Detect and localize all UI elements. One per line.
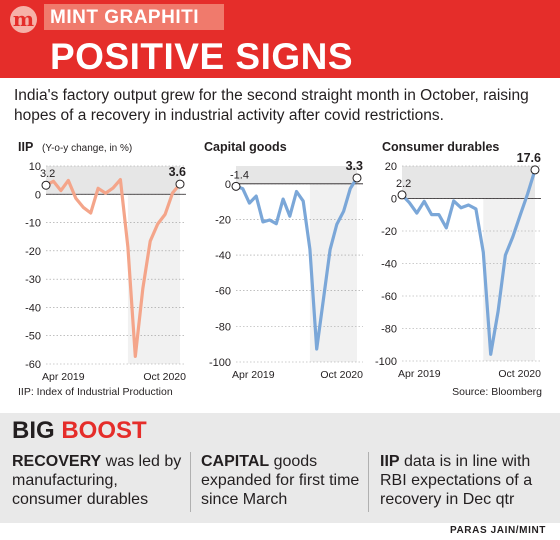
y-tick-label: -20 <box>215 214 231 226</box>
y-tick-label: -20 <box>25 246 41 258</box>
chart-title: Capital goods <box>204 140 287 154</box>
chart-title: IIP <box>18 140 33 154</box>
divider <box>368 452 369 512</box>
y-tick-label: -80 <box>215 321 231 333</box>
series-line <box>400 168 537 356</box>
boost-item-bold: IIP <box>380 453 400 470</box>
data-label: 3.2 <box>40 168 55 180</box>
boost-title-part2: BOOST <box>61 417 147 444</box>
boost-item-capital: CAPITAL goods expanded for first time si… <box>201 452 371 509</box>
x-tick-label: Apr 2019 <box>398 368 441 380</box>
boost-title: BIG BOOST <box>12 417 147 445</box>
y-tick-label: -60 <box>215 286 231 298</box>
divider <box>190 452 191 512</box>
data-point-marker <box>231 181 241 191</box>
y-tick-label: -40 <box>25 302 41 314</box>
y-tick-label: -20 <box>381 226 397 238</box>
x-tick-label: Oct 2020 <box>498 368 541 380</box>
y-tick-label: 0 <box>35 189 41 201</box>
y-tick-label: 0 <box>225 179 231 191</box>
boost-item-bold: CAPITAL <box>201 453 270 470</box>
y-tick-label: -50 <box>25 331 41 343</box>
x-tick-label: Oct 2020 <box>143 371 186 383</box>
big-boost-panel <box>0 413 560 523</box>
mint-logo: m <box>10 6 37 33</box>
series-line <box>44 178 182 358</box>
x-tick-label: Apr 2019 <box>232 369 275 381</box>
y-tick-label: -80 <box>381 324 397 336</box>
credit: PARAS JAIN/MINT <box>449 525 546 536</box>
plot-shade-top <box>402 166 535 199</box>
y-tick-label: -10 <box>25 218 41 230</box>
plot-shade-covid <box>483 198 535 361</box>
y-tick-label: -100 <box>209 357 231 369</box>
boost-title-part1: BIG <box>12 417 55 444</box>
data-label: 3.3 <box>346 159 363 173</box>
boost-item-iip: IIP data is in line with RBI expectation… <box>380 452 550 509</box>
boost-item-bold: RECOVERY <box>12 453 102 470</box>
boost-item-text: data is in line with RBI expectations of… <box>380 453 533 508</box>
charts-area: IIP (Y-o-y change, in %)10 0 -10 -20 -30 -40 -5… <box>18 140 541 383</box>
boost-item-recovery: RECOVERY was led by manufacturing, consu… <box>12 452 182 509</box>
y-tick-label: 0 <box>391 194 397 206</box>
brand-box <box>44 4 224 30</box>
data-label: 3.6 <box>169 165 186 179</box>
data-point-marker <box>175 179 185 189</box>
series-line <box>234 176 359 351</box>
boost-item-text: was led by manufacturing, consumer durab… <box>12 453 182 508</box>
y-tick-label: -40 <box>215 250 231 262</box>
y-tick-label: 20 <box>385 161 397 173</box>
x-tick-label: Oct 2020 <box>320 369 363 381</box>
boost-item-text: goods expanded for first time since Marc… <box>201 453 360 508</box>
brand-label: MINT GRAPHITI <box>50 7 199 28</box>
chart-subtitle: (Y-o-y change, in %) <box>42 143 132 154</box>
y-tick-label: 10 <box>29 161 41 173</box>
plot-shade-top <box>236 166 357 184</box>
footnote-source: Source: Bloomberg <box>452 386 542 398</box>
y-tick-label: -100 <box>375 356 397 368</box>
data-point-marker <box>530 165 540 175</box>
chart-title: Consumer durables <box>382 140 499 154</box>
y-tick-label: -40 <box>381 259 397 271</box>
x-tick-label: Apr 2019 <box>42 371 85 383</box>
intro-text: India's factory output grew for the seco… <box>14 87 529 124</box>
data-point-marker <box>41 180 51 190</box>
footnote-iip: IIP: Index of Industrial Production <box>18 386 173 398</box>
data-label: -1.4 <box>230 169 249 181</box>
y-tick-label: -30 <box>25 274 41 286</box>
data-point-marker <box>352 173 362 183</box>
headline: POSITIVE SIGNS <box>50 36 354 77</box>
data-point-marker <box>397 190 407 200</box>
data-label: 17.6 <box>517 151 541 165</box>
data-label: 2.2 <box>396 178 411 190</box>
y-tick-label: -60 <box>25 359 41 371</box>
y-tick-label: -60 <box>381 291 397 303</box>
